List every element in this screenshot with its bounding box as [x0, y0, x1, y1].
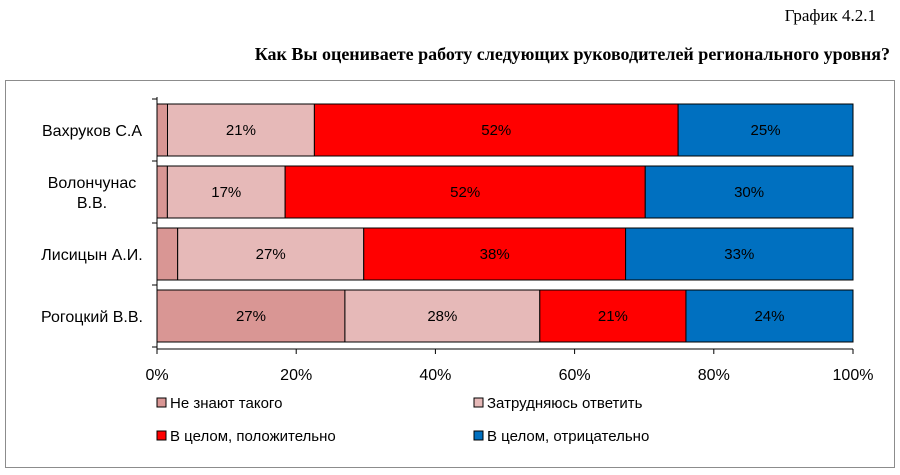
bar-segment [156, 165, 168, 219]
category-label: В.В. [77, 195, 107, 212]
data-label: 21% [226, 122, 256, 139]
category-label: Рогоцкий В.В. [41, 309, 143, 326]
data-label: 30% [734, 184, 764, 201]
category-label: Волончунас [48, 175, 137, 192]
bar-segment [685, 289, 854, 343]
legend-label: Затрудняюсь ответить [487, 395, 643, 412]
data-label: 24% [754, 308, 784, 325]
legend-swatch [156, 397, 167, 408]
chart-caption: График 4.2.1 [784, 6, 876, 25]
bar-segment [539, 289, 687, 343]
category-label: Вахруков С.А [42, 123, 142, 140]
bar-segment [625, 227, 854, 281]
data-label: 33% [724, 246, 754, 263]
chart-title: Как Вы оцениваете работу следующих руков… [254, 44, 890, 64]
bar-segment [166, 103, 315, 157]
bar-segment [644, 165, 854, 219]
bar-segment [156, 227, 179, 281]
data-label: 25% [751, 122, 781, 139]
x-tick-label: 40% [419, 367, 451, 384]
legend-label: Не знают такого [170, 395, 282, 412]
legend-swatch [473, 430, 484, 441]
bar-segment [363, 227, 627, 281]
bar-segment [166, 165, 286, 219]
data-label: 52% [481, 122, 511, 139]
legend-swatch [156, 430, 167, 441]
bar-segment [284, 165, 646, 219]
x-tick-label: 20% [280, 367, 312, 384]
data-label: 21% [598, 308, 628, 325]
data-label: 17% [211, 184, 241, 201]
legend-label: В целом, отрицательно [487, 428, 649, 445]
data-label: 52% [450, 184, 480, 201]
legend-label: В целом, положительно [170, 428, 336, 445]
bar-segment [177, 227, 365, 281]
bar-segment [344, 289, 541, 343]
chart-frame [5, 80, 895, 468]
x-tick-label: 100% [833, 367, 874, 384]
category-label: Лисицын А.И. [41, 247, 142, 264]
data-label: 27% [256, 246, 286, 263]
x-tick-label: 80% [698, 367, 730, 384]
data-label: 27% [236, 308, 266, 325]
bar-segment [156, 103, 168, 157]
x-tick-label: 0% [145, 367, 168, 384]
data-label: 28% [427, 308, 457, 325]
data-label: 38% [480, 246, 510, 263]
bar-segment [677, 103, 854, 157]
legend-swatch [473, 397, 484, 408]
x-tick-label: 60% [559, 367, 591, 384]
